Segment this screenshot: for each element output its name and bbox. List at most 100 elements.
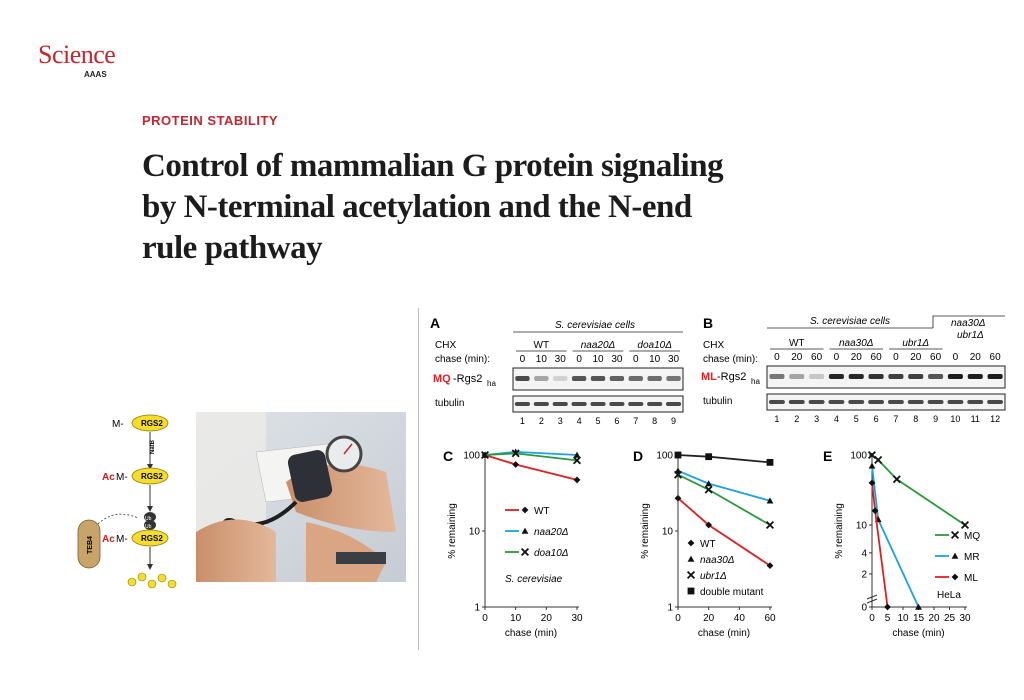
tubulin-band [788,400,805,404]
x-axis-label: chase (min) [505,628,557,639]
panel-b-protein-prefix: ML [701,371,717,383]
tubulin-band [609,402,625,406]
blot-lane-number: 8 [913,414,918,424]
panel-a-protein-prefix: MQ [433,373,451,385]
y-tick-label: 4 [861,548,867,559]
x-tick-label: 60 [764,613,776,624]
rgs2-protein-3 [131,529,169,547]
y-axis-label: % remaining [447,503,458,559]
blot-band [848,374,864,379]
data-point [572,456,582,465]
blot-time-label: 20 [851,352,863,363]
x-tick-label: 30 [959,613,971,624]
tubulin-band [514,402,530,406]
blot-time-label: 0 [893,352,899,363]
panel-b-label: B [703,315,713,331]
panel-b-group4-line1: naa30Δ [951,318,986,329]
data-point [674,494,682,502]
aaas-logo: AAAS [84,70,107,79]
data-point [573,476,581,484]
panel-label: E [823,448,832,464]
data-point [705,480,713,487]
data-point [915,603,922,610]
y-tick-label: 100 [850,451,867,462]
y-tick-label: 1 [667,603,673,614]
x-tick-label: 0 [675,613,681,624]
section-kicker: PROTEIN STABILITY [142,113,279,128]
panel-b-groups: WT naa30Δ ubr1Δ [770,338,943,350]
data-point [512,461,520,468]
rgs2-label-2: RGS2 [141,472,163,481]
y-axis-label: % remaining [640,503,651,559]
blot-group-label: naa30Δ [839,338,874,349]
blot-group-label: ubr1Δ [902,338,929,349]
blot-lane-number: 5 [854,414,859,424]
data-point [766,458,774,466]
panel-label: C [443,448,453,464]
tubulin-band [533,402,549,406]
blot-band [571,376,587,381]
tubulin-band [768,400,785,404]
x-tick-label: 10 [897,613,909,624]
blot-band [967,374,983,379]
chart-c: C 100 10 10 10 20 30 chase (min) % remaining WT na… [443,448,583,639]
x-tick-label: 0 [869,613,875,624]
panel-a-groups: WT naa20Δ doa10Δ [516,340,680,352]
data-point [960,520,970,530]
data-point [950,530,960,540]
blot-lane-number: 1 [774,414,779,424]
blot-lane-number: 8 [652,416,657,426]
data-point [673,470,683,479]
blot-lane-number: 3 [814,414,819,424]
data-point [868,479,876,487]
blot-band [666,376,681,381]
blot-lane-number: 6 [874,414,879,424]
data-point [884,603,891,611]
tubulin-band [808,400,825,404]
series-line [677,454,771,464]
blot-panel-a: A S. cerevisiae cells CHX chase (min): W… [430,315,684,426]
data-point [951,552,959,559]
data-point [674,451,682,459]
tubulin-band [927,400,944,404]
teb4-label: TEB4 [87,536,94,554]
data-point [573,451,581,458]
blot-lane-number: 10 [950,414,960,424]
ub-label-1: Ub [145,516,152,522]
panel-a-lane-numbers: 1 2 3 4 5 6 7 8 9 [520,416,676,426]
legend-label: naa20Δ [534,527,569,538]
tubulin-band [907,400,924,404]
rgs2-degradation-schematic: M- RGS2 NatB Ac M- RGS2 Ub Ub TEB4 Ac M-… [77,414,177,589]
x-tick-label: 0 [482,613,488,624]
blot-band [828,374,844,379]
panel-b-chx: CHX [703,340,724,351]
blot-lane-number: 7 [633,416,638,426]
data-point [868,462,876,469]
blot-lane-number: 2 [794,414,799,424]
panel-b-protein-sub: ha [751,377,760,386]
ub-2 [144,520,156,530]
blot-band [809,374,825,379]
panel-b-chase: chase (min): [703,354,758,365]
y-tick-label: 10 [662,527,674,538]
blot-time-label: 60 [871,352,883,363]
arrow-3-head [147,564,153,570]
series-line [677,469,771,502]
blot-band [553,376,568,381]
x-tick-label: 15 [913,613,925,624]
data-point [704,485,713,494]
article-title: Control of mammalian G protein signaling… [142,148,724,266]
natb-label: NatB [150,439,156,454]
panel-a-protein-sub: ha [487,379,496,388]
x-tick-label: 20 [541,613,553,624]
blot-band [928,374,944,379]
data-point [766,497,774,504]
panel-b-lane-numbers: 1 2 3 4 5 6 7 8 9 10 11 12 [774,414,1000,424]
chart-annotation: HeLa [937,590,961,601]
blot-time-label: 30 [611,354,623,365]
legend-label: ML [964,573,978,584]
tubulin-band [868,400,885,404]
blot-time-label: 0 [774,352,780,363]
blot-time-label: 60 [930,352,942,363]
